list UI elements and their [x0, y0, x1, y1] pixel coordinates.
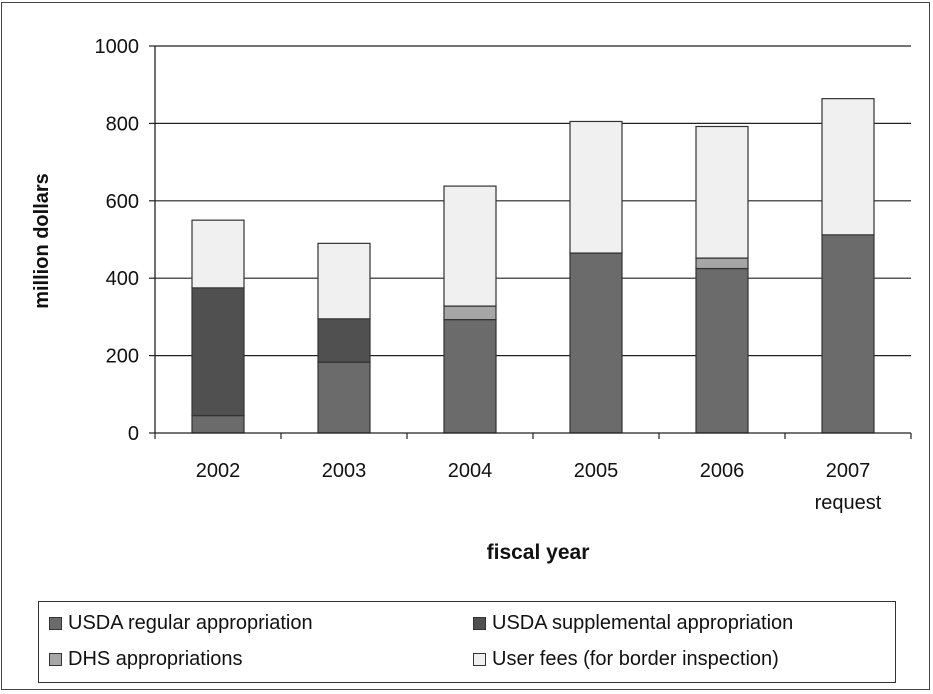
bar-segment: [443, 319, 497, 434]
y-tick-label: 200: [106, 346, 139, 368]
legend-item-usda-supplemental: USDA supplemental appropriation: [473, 612, 793, 635]
bar-segment: [317, 361, 371, 434]
bar-segment: [191, 414, 245, 434]
bar-segment: [695, 125, 749, 259]
x-tick-label: 2002: [196, 460, 241, 482]
x-tick-label: 2005: [574, 460, 619, 482]
bar-segment: [569, 120, 623, 254]
legend-item-user-fees: User fees (for border inspection): [473, 648, 779, 671]
y-axis-label: million dollars: [31, 173, 53, 309]
bar-segment: [695, 267, 749, 434]
bar-segment: [821, 98, 875, 236]
gridlines: [155, 45, 911, 357]
legend-item-dhs: DHS appropriations: [49, 648, 243, 671]
legend-swatch: [473, 617, 486, 630]
x-tick-sublabel: request: [815, 492, 882, 514]
legend: USDA regular appropriation USDA suppleme…: [38, 601, 896, 683]
bar-segment: [191, 219, 245, 289]
y-tick-label: 600: [106, 191, 139, 213]
x-axis-label: fiscal year: [487, 541, 590, 564]
y-tick-label: 800: [106, 113, 139, 135]
y-tick-label: 400: [106, 268, 139, 290]
legend-label: USDA supplemental appropriation: [492, 612, 794, 634]
legend-swatch: [473, 653, 486, 666]
y-tick-label: 1000: [95, 36, 140, 58]
legend-label: User fees (for border inspection): [492, 648, 779, 670]
y-tick-labels: 0 200 400 600 800 1000: [95, 36, 140, 445]
x-tick-label: 2007: [826, 460, 871, 482]
bar-segment: [695, 257, 749, 270]
legend-label: DHS appropriations: [68, 648, 243, 670]
y-tick-label: 0: [128, 423, 139, 445]
bar-segment: [569, 252, 623, 434]
legend-swatch: [49, 617, 62, 630]
x-tick-label: 2004: [448, 460, 493, 482]
legend-swatch: [49, 653, 62, 666]
legend-label: USDA regular appropriation: [68, 612, 313, 634]
bar-segment: [443, 185, 497, 307]
bar-segment: [191, 287, 245, 417]
axes: [149, 45, 912, 439]
x-tick-label: 2003: [322, 460, 367, 482]
bar-segment: [821, 234, 875, 434]
legend-item-usda-regular: USDA regular appropriation: [49, 612, 313, 635]
bar-segment: [317, 318, 371, 363]
bars: [191, 98, 875, 434]
x-tick-labels: 2002 2003 2004 2005 2006 2007 request: [196, 460, 882, 514]
bar-segment: [443, 305, 497, 321]
x-tick-label: 2006: [700, 460, 745, 482]
bar-segment: [317, 242, 371, 320]
